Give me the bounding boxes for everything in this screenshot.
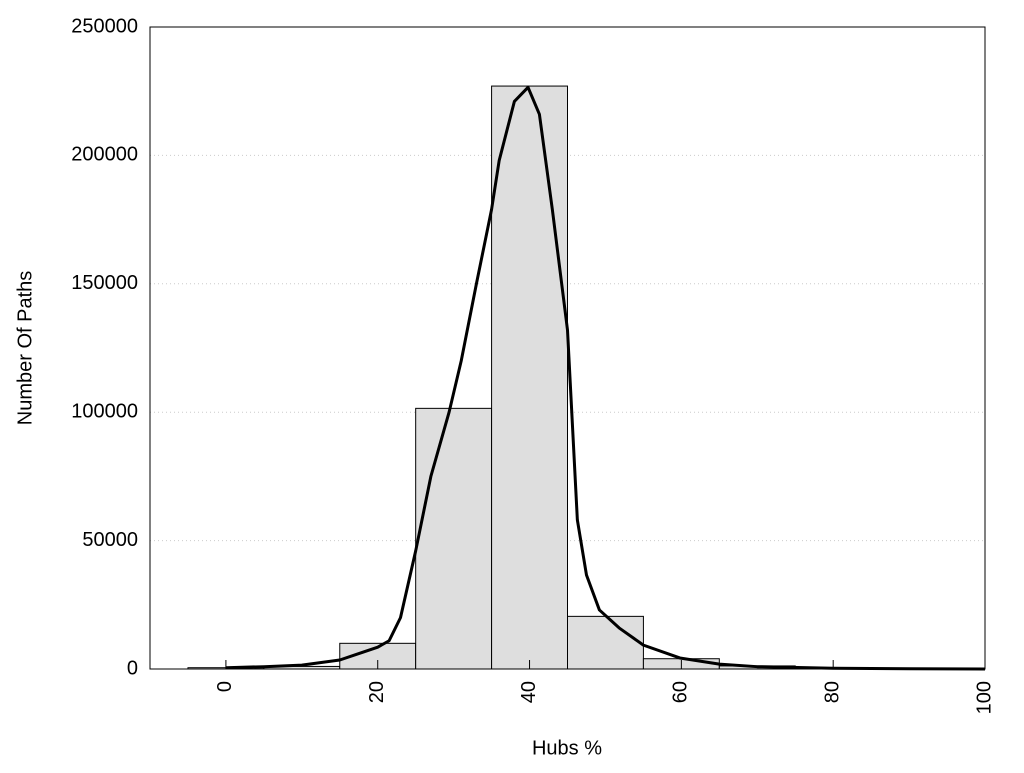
x-axis-label: Hubs % <box>532 737 602 759</box>
x-tick-label: 80 <box>821 681 843 703</box>
x-tick-label: 60 <box>670 681 692 703</box>
y-axis-label: Number Of Paths <box>14 271 36 426</box>
bar <box>492 86 568 669</box>
y-tick-label: 250000 <box>71 15 138 37</box>
y-tick-label: 150000 <box>71 272 138 294</box>
y-tick-label: 50000 <box>82 529 138 551</box>
line <box>226 87 985 669</box>
x-tick-label: 20 <box>366 681 388 703</box>
y-tick-label: 200000 <box>71 144 138 166</box>
x-tick-label: 100 <box>973 681 995 714</box>
bar <box>568 616 644 669</box>
x-tick-label: 40 <box>518 681 540 703</box>
x-tick-label: 0 <box>214 681 236 692</box>
bar <box>416 408 492 669</box>
y-tick-label: 100000 <box>71 400 138 422</box>
y-tick-label: 0 <box>127 657 138 679</box>
